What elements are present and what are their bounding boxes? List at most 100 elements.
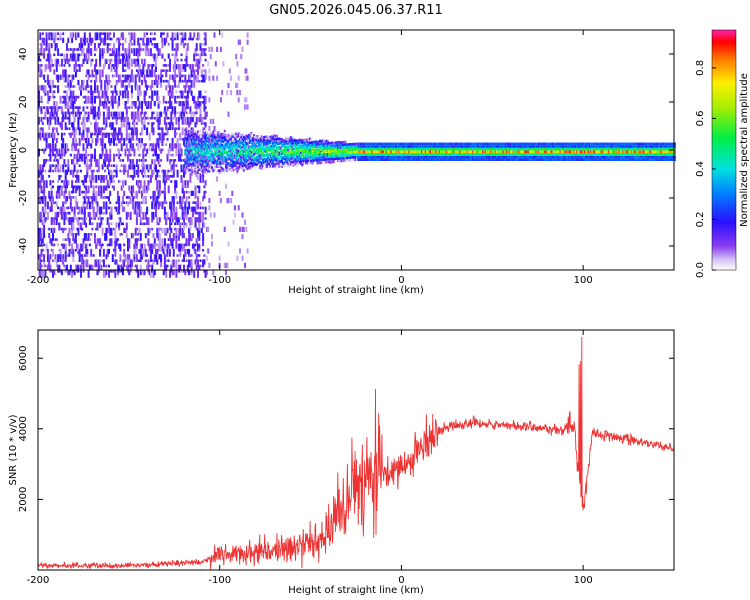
spectrogram-cell xyxy=(282,150,285,154)
spectrogram-cell xyxy=(185,145,188,149)
spectrogram-cell xyxy=(72,248,75,257)
spectrogram-cell xyxy=(46,159,49,162)
spectrogram-cell xyxy=(343,140,346,144)
spectrogram-cell xyxy=(230,169,233,172)
spectrogram-cell xyxy=(50,270,53,273)
spectrogram-cell xyxy=(114,248,117,257)
spectrogram-cell xyxy=(199,53,202,62)
spectrogram-cell xyxy=(88,243,91,247)
spectrogram-cell xyxy=(48,32,51,41)
spectrogram-cell xyxy=(120,79,123,88)
spectrogram-cell xyxy=(99,138,102,141)
spectrogram-cell xyxy=(185,151,188,154)
spectrogram-cell xyxy=(115,69,118,78)
spectrogram-cell xyxy=(158,243,161,252)
spectrogram-cell xyxy=(69,53,72,59)
spectrogram-cell xyxy=(156,180,159,186)
spectrogram-cell xyxy=(301,144,304,147)
spectrogram-cell xyxy=(438,145,441,148)
spectrogram-cell xyxy=(171,90,174,99)
spectrogram-cell xyxy=(194,222,197,228)
spectrogram-cell xyxy=(431,142,433,146)
spectrogram-cell xyxy=(265,142,268,145)
spectrogram-cell xyxy=(180,111,183,120)
spectrogram-cell xyxy=(415,147,418,151)
spectrogram-cell xyxy=(91,95,94,104)
spectrogram-cell xyxy=(176,43,179,51)
spectrogram-cell xyxy=(261,145,264,149)
spectrogram-cell xyxy=(73,185,76,189)
spectrogram-cell xyxy=(72,169,75,178)
spectrogram-cell xyxy=(49,32,52,35)
spectrogram-cell xyxy=(440,145,442,148)
spectrogram-cell xyxy=(73,132,76,138)
spectrogram-cell xyxy=(303,151,306,154)
spectrogram-cell xyxy=(410,145,413,148)
spectrogram-cell xyxy=(225,133,227,137)
spectrogram-cell xyxy=(214,147,217,150)
spectrogram-cell xyxy=(195,158,198,161)
spectrogram-cell xyxy=(69,169,72,175)
spectrogram-cell xyxy=(55,164,58,167)
spectrogram-cell xyxy=(141,58,143,64)
spectrogram-cell xyxy=(291,163,294,166)
spectrogram-cell xyxy=(329,155,332,159)
spectrogram-cell xyxy=(101,243,104,247)
spectrogram-cell xyxy=(189,32,192,41)
spectrogram-cell xyxy=(384,142,386,146)
spectrogram-cell xyxy=(261,139,264,143)
spectrogram-cell xyxy=(76,201,79,210)
spectrogram-cell xyxy=(221,149,224,152)
spectrogram-cell xyxy=(227,154,230,157)
spectrogram-cell xyxy=(152,259,155,265)
spectrogram-cell xyxy=(268,139,271,143)
spectrogram-cell xyxy=(86,58,89,64)
spectrogram-cell xyxy=(157,180,160,183)
spectrogram-cell xyxy=(39,270,42,278)
spectrogram-cell xyxy=(62,32,65,35)
spectrogram-cell xyxy=(60,190,63,196)
spectrogram-cell xyxy=(297,139,300,143)
spectrogram-cell xyxy=(120,32,123,38)
spectrogram-cell xyxy=(203,136,206,140)
spectrogram-cell xyxy=(236,135,239,139)
spectrogram-cell xyxy=(172,64,175,70)
spectrogram-cell xyxy=(222,157,225,161)
spectrogram-cell xyxy=(200,137,203,141)
spectrogram-cell xyxy=(328,150,330,153)
spectrogram-cell xyxy=(78,164,81,167)
spectrogram-cell xyxy=(99,185,102,189)
spectrogram-cell xyxy=(185,238,188,247)
spectrogram-cell xyxy=(270,162,273,166)
spectrogram-cell xyxy=(230,163,233,167)
spectrogram-cell xyxy=(399,145,402,148)
spectrogram-cell xyxy=(194,243,197,247)
spectrogram-cell xyxy=(226,151,229,154)
spectrogram-cell xyxy=(138,227,141,233)
spectrogram-cell xyxy=(128,201,131,204)
spectrogram-cell xyxy=(328,145,330,148)
spectrogram-cell xyxy=(399,147,402,151)
spectrogram-cell xyxy=(176,169,179,178)
spectrogram-cell xyxy=(116,64,119,67)
spectrogram-cell xyxy=(62,69,65,78)
spectrogram-cell xyxy=(254,145,257,148)
spectrogram-cell xyxy=(336,146,339,150)
spectrogram-cell xyxy=(141,101,143,109)
spectrogram-cell xyxy=(95,122,98,130)
spectrogram-cell xyxy=(133,248,136,255)
spectrogram-cell xyxy=(298,152,301,155)
spectrogram-cell xyxy=(152,127,155,136)
spectrogram-cell xyxy=(142,122,145,128)
spectrogram-cell xyxy=(466,142,469,146)
spectrogram-cell xyxy=(104,169,107,173)
spectrogram-cell xyxy=(120,222,123,226)
spectrogram-cell xyxy=(80,254,82,257)
spectrogram-cell xyxy=(370,153,372,156)
spectrogram-cell xyxy=(176,95,179,99)
spectrogram-cell xyxy=(174,211,177,220)
spectrogram-cell xyxy=(52,270,54,278)
spectrogram-cell xyxy=(135,190,138,199)
spectrogram-cell xyxy=(60,185,63,191)
spectrogram-cell xyxy=(125,101,128,104)
